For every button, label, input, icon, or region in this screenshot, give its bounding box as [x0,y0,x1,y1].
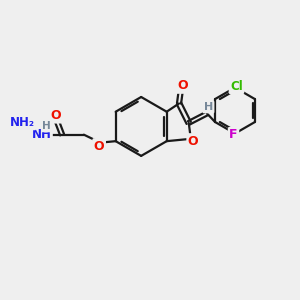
Text: F: F [229,128,238,142]
Text: Cl: Cl [230,80,243,93]
Text: O: O [94,140,104,153]
Text: NH₂: NH₂ [10,116,35,129]
Text: NH: NH [32,128,51,141]
Text: H: H [204,102,213,112]
Text: O: O [50,109,61,122]
Text: O: O [188,135,199,148]
Text: O: O [177,79,188,92]
Text: H: H [42,122,51,131]
